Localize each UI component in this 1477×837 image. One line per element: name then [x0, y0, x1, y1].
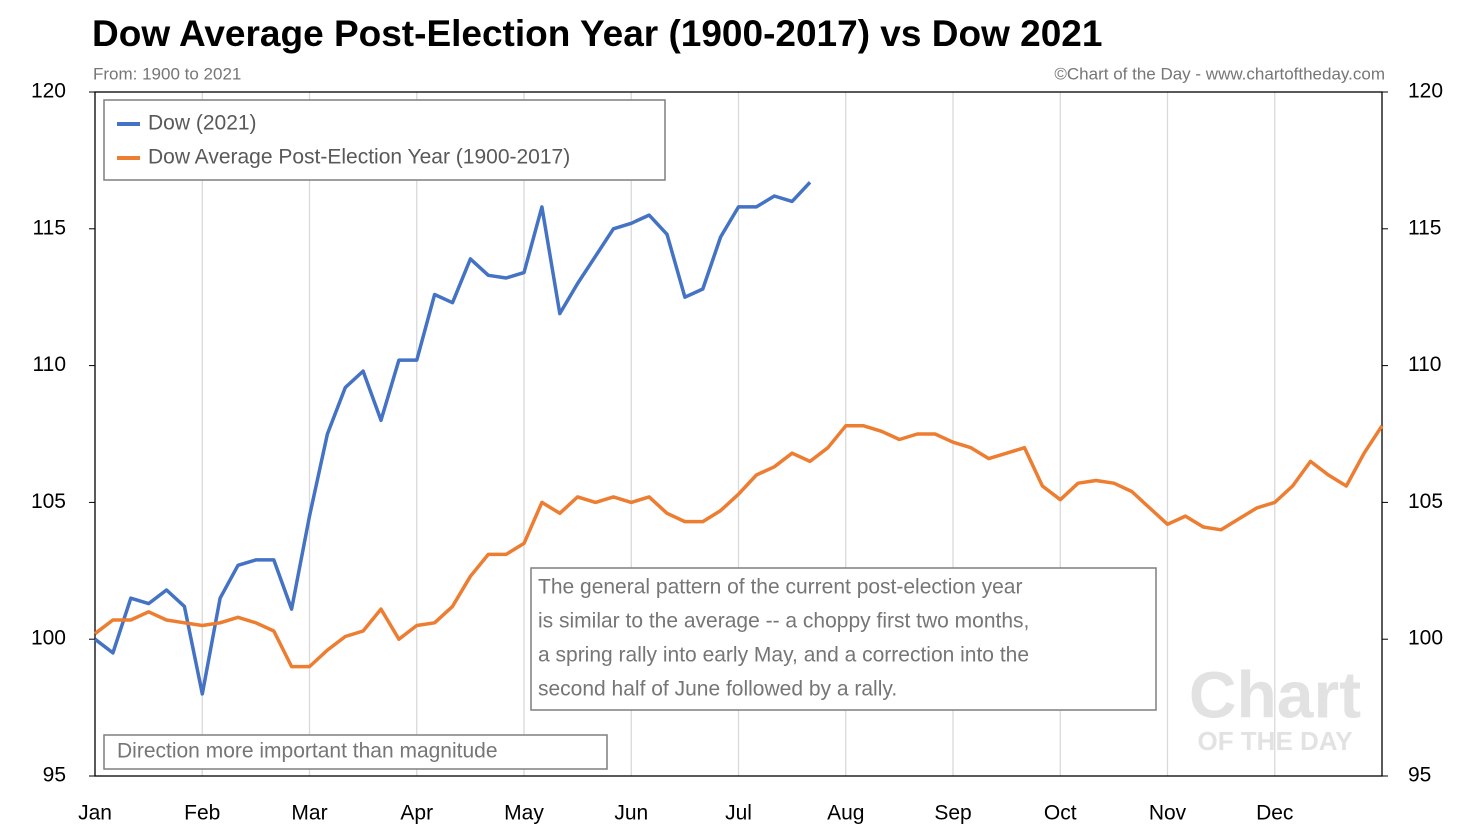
y2-tick-label: 100 — [1408, 627, 1443, 650]
y2-tick-label: 120 — [1408, 80, 1443, 103]
series-line — [93, 181, 812, 696]
x-tick-label: Oct — [1044, 802, 1077, 825]
y-tick-label: 110 — [33, 353, 66, 376]
x-tick-label: Sep — [934, 802, 971, 825]
x-tick-label: Dec — [1256, 802, 1293, 825]
x-tick-label: May — [504, 802, 544, 825]
legend-label: Dow Average Post-Election Year (1900-201… — [148, 146, 570, 169]
annotation-box — [530, 567, 1157, 711]
series-line — [93, 424, 1384, 669]
x-tick-label: Jul — [725, 802, 752, 825]
y2-tick-label: 115 — [1408, 216, 1441, 239]
y-tick-label: 120 — [31, 80, 66, 103]
x-tick-label: Mar — [291, 802, 327, 825]
plot-frame — [94, 91, 1383, 777]
x-tick-label: Apr — [400, 802, 433, 825]
annotation-line: second half of June followed by a rally. — [538, 678, 897, 701]
y-tick-label: 115 — [33, 216, 66, 239]
legend-label: Dow (2021) — [148, 112, 257, 135]
chart-title: Dow Average Post-Election Year (1900-201… — [92, 13, 1102, 54]
x-tick-label: Jun — [614, 802, 648, 825]
y-tick-label: 105 — [31, 490, 66, 513]
y2-tick-label: 105 — [1408, 490, 1443, 513]
y-tick-label: 100 — [31, 627, 66, 650]
y2-tick-label: 110 — [1408, 353, 1441, 376]
x-tick-label: Feb — [184, 802, 220, 825]
y2-tick-label: 95 — [1408, 764, 1431, 787]
y-tick-label: 95 — [43, 764, 66, 787]
x-tick-label: Jan — [78, 802, 112, 825]
annotation-line: The general pattern of the current post-… — [538, 576, 1022, 599]
annotation-line: is similar to the average -- a choppy fi… — [538, 610, 1029, 633]
credit: ©Chart of the Day - www.chartoftheday.co… — [1054, 64, 1385, 83]
x-tick-label: Aug — [827, 802, 864, 825]
legend-box — [103, 99, 666, 181]
subtitle: From: 1900 to 2021 — [93, 64, 241, 83]
note-box — [103, 734, 608, 770]
x-tick-label: Nov — [1149, 802, 1187, 825]
note: Direction more important than magnitude — [117, 740, 498, 763]
annotation-line: a spring rally into early May, and a cor… — [538, 644, 1029, 667]
